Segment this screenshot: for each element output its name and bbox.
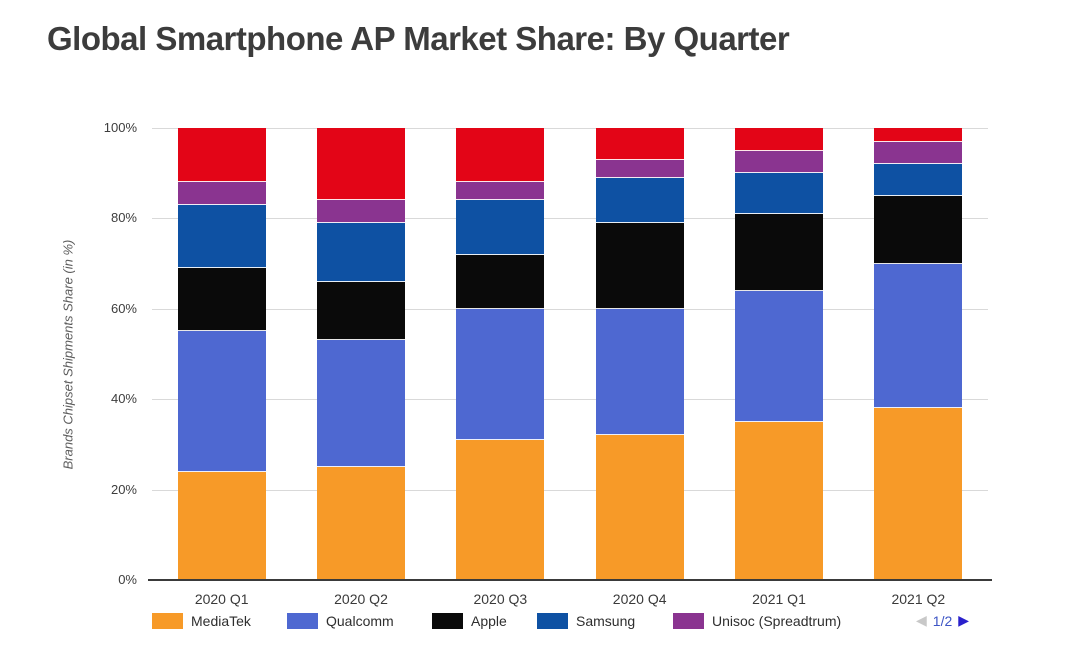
- gridline-40%: [152, 399, 988, 401]
- x-tick-label-2020-q1: 2020 Q1: [194, 591, 249, 607]
- legend-swatch-icon: [537, 613, 568, 629]
- bar-segment[interactable]: [177, 204, 266, 269]
- y-tick-label-0%: 0%: [118, 572, 137, 587]
- bar-2020-q1: [177, 128, 266, 580]
- legend-swatch-icon: [673, 613, 704, 629]
- y-tick-label-60%: 60%: [110, 300, 137, 316]
- gridline-20%: [152, 489, 988, 491]
- bar-2021-q1: [735, 128, 823, 580]
- legend: MediaTek Qualcomm Apple Samsung Unisoc (Spre…: [0, 613, 1080, 635]
- bar-segment[interactable]: [317, 467, 405, 580]
- legend-label: Unisoc (Spreadtrum): [712, 613, 842, 629]
- y-axis-title: Brands Chipset Shipments Share (in %): [60, 239, 76, 470]
- gridline-100%: [152, 128, 988, 129]
- legend-item-samsung: Samsung: [537, 613, 635, 629]
- bar-segment[interactable]: [456, 128, 545, 183]
- legend-next-page-icon[interactable]: ▶: [958, 612, 970, 628]
- bar-segment[interactable]: [735, 128, 823, 151]
- bar-2020-q4: [595, 128, 684, 580]
- x-axis-baseline: [148, 579, 992, 581]
- x-tick-label-2020-q3: 2020 Q3: [473, 591, 528, 607]
- bar-segment[interactable]: [735, 421, 823, 580]
- bar-segment[interactable]: [595, 159, 684, 178]
- bar-segment[interactable]: [317, 340, 405, 467]
- legend-prev-page-icon[interactable]: ◀: [916, 612, 927, 628]
- legend-swatch-icon: [152, 613, 183, 629]
- bar-segment[interactable]: [456, 254, 545, 309]
- legend-item-unisoc-spreadtrum-: Unisoc (Spreadtrum): [673, 613, 841, 629]
- x-tick-label-2021-q1: 2021 Q1: [752, 591, 806, 607]
- bar-segment[interactable]: [177, 128, 266, 183]
- bar-segment[interactable]: [456, 182, 545, 201]
- bar-segment[interactable]: [317, 222, 405, 282]
- bar-segment[interactable]: [595, 222, 684, 309]
- bar-segment[interactable]: [735, 173, 823, 214]
- bar-segment[interactable]: [317, 128, 405, 201]
- x-tick-label-2020-q2: 2020 Q2: [334, 591, 388, 607]
- bar-2020-q2: [317, 128, 405, 580]
- gridline-60%: [152, 308, 988, 310]
- y-tick-label-80%: 80%: [110, 210, 137, 226]
- legend-label: Qualcomm: [326, 613, 394, 629]
- legend-item-qualcomm: Qualcomm: [287, 613, 394, 629]
- bar-segment[interactable]: [177, 182, 266, 205]
- bar-segment[interactable]: [456, 439, 545, 580]
- legend-item-apple: Apple: [432, 613, 507, 629]
- bar-segment[interactable]: [177, 471, 266, 580]
- y-tick-label-100%: 100%: [103, 120, 137, 135]
- plot-area: 0% 20% 40% 60% 80% 100% 2020 Q1 2020 Q2 2020 Q3 2…: [104, 120, 992, 607]
- legend-label: MediaTek: [191, 613, 251, 629]
- bar-segment[interactable]: [735, 290, 823, 422]
- bar-segment[interactable]: [317, 281, 405, 341]
- bar-segment[interactable]: [735, 213, 823, 291]
- legend-pagination: ◀ 1/2 ▶: [916, 612, 969, 629]
- bar-segment[interactable]: [874, 164, 963, 196]
- bar-segment[interactable]: [874, 195, 963, 264]
- bar-segment[interactable]: [874, 263, 963, 409]
- bar-2021-q2: [874, 128, 963, 580]
- legend-swatch-icon: [432, 613, 463, 629]
- chart-title: Global Smartphone AP Market Share: By Qu…: [47, 20, 790, 57]
- bar-segment[interactable]: [595, 308, 684, 436]
- bar-segment[interactable]: [456, 200, 545, 255]
- bar-segment[interactable]: [874, 408, 963, 580]
- bar-segment[interactable]: [177, 331, 266, 472]
- legend-label: Samsung: [576, 613, 636, 629]
- x-tick-label-2021-q2: 2021 Q2: [891, 591, 946, 607]
- y-tick-label-20%: 20%: [110, 481, 137, 497]
- bar-segment[interactable]: [874, 128, 963, 142]
- x-tick-label-2020-q4: 2020 Q4: [612, 591, 667, 607]
- bar-segment[interactable]: [874, 141, 963, 165]
- bar-segment[interactable]: [595, 128, 684, 160]
- legend-item-mediatek: MediaTek: [152, 613, 251, 629]
- bar-segment[interactable]: [595, 435, 684, 580]
- legend-swatch-icon: [287, 613, 318, 629]
- bar-segment[interactable]: [735, 150, 823, 174]
- legend-page-indicator: 1/2: [932, 612, 953, 629]
- bar-segment[interactable]: [177, 268, 266, 332]
- y-tick-label-40%: 40%: [110, 391, 137, 407]
- bar-segment[interactable]: [595, 177, 684, 223]
- gridline-80%: [152, 218, 988, 220]
- bar-segment[interactable]: [317, 200, 405, 223]
- bar-segment[interactable]: [456, 308, 545, 440]
- legend-label: Apple: [471, 613, 507, 629]
- bar-2020-q3: [456, 128, 545, 580]
